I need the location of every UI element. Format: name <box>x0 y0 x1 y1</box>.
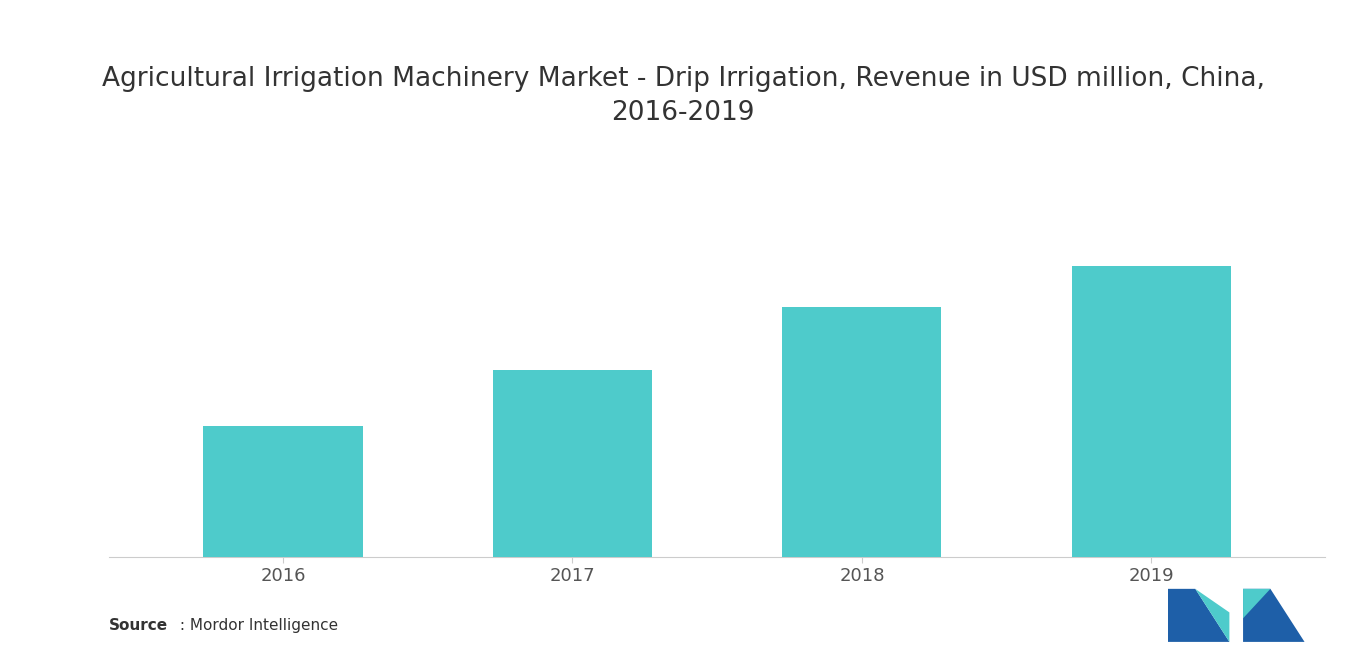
Polygon shape <box>1195 589 1229 642</box>
Text: : Mordor Intelligence: : Mordor Intelligence <box>175 618 337 633</box>
Text: Agricultural Irrigation Machinery Market - Drip Irrigation, Revenue in USD milli: Agricultural Irrigation Machinery Market… <box>101 66 1265 126</box>
Bar <box>783 307 941 557</box>
Polygon shape <box>1243 589 1305 642</box>
Bar <box>204 426 362 557</box>
Polygon shape <box>1168 589 1229 642</box>
Bar <box>1072 265 1231 557</box>
Text: Source: Source <box>109 618 168 633</box>
Polygon shape <box>1243 589 1270 618</box>
Bar <box>493 370 652 557</box>
